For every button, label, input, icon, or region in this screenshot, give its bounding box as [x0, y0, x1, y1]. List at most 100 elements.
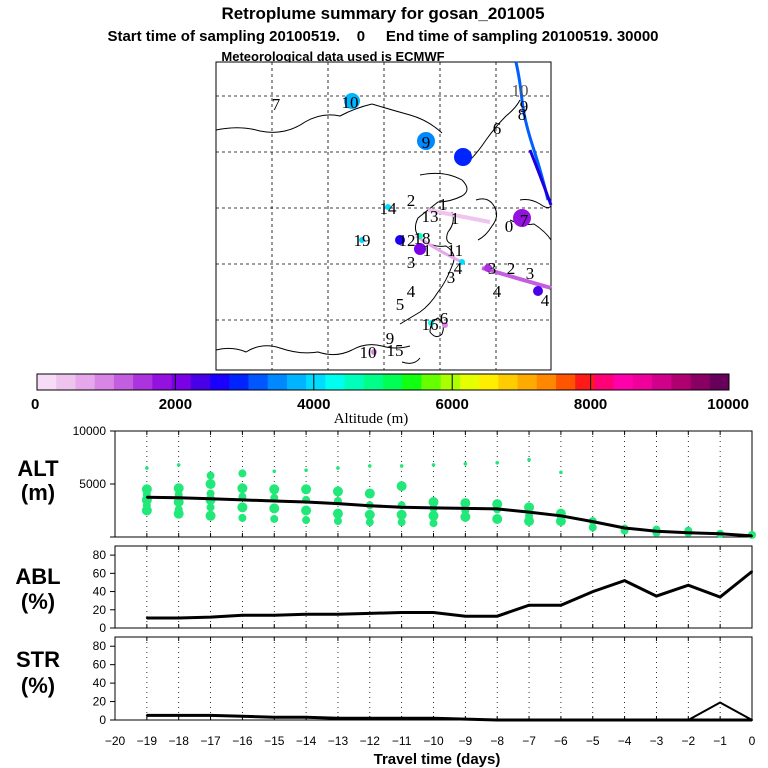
colorbar-cell: [517, 374, 538, 390]
str-series-point: [432, 717, 435, 720]
altitude-spread-point: [460, 498, 471, 509]
alt-series-point: [559, 514, 562, 517]
str-series-point: [591, 719, 594, 721]
altitude-spread-point: [237, 502, 248, 513]
map-day-label: 7: [520, 211, 529, 230]
colorbar-cell: [152, 374, 173, 390]
abl-panel: 0 20 40 60 80: [93, 545, 753, 635]
altitude-spread-point: [399, 464, 404, 468]
abl-series-point: [559, 604, 562, 607]
alt-panel-unit: (m): [21, 480, 55, 505]
str-series-point: [273, 716, 276, 719]
colorbar-tick-label: 2000: [159, 396, 192, 413]
altitude-spread-point: [524, 516, 535, 527]
colorbar-cell: [113, 374, 134, 390]
colorbar-cell: [575, 374, 595, 390]
alt-series-point: [145, 496, 148, 499]
x-tick-label: −10: [423, 734, 444, 748]
str-series-point: [368, 717, 371, 720]
colorbar-cell: [56, 374, 76, 390]
str-series-point: [241, 715, 244, 718]
map-day-label: 14: [380, 199, 398, 218]
colorbar-cell: [479, 374, 499, 390]
x-tick-label: −5: [586, 734, 600, 748]
trajectory-line-darkblue: [528, 149, 553, 206]
x-tick-label: −3: [650, 734, 664, 748]
y-tick-label: 5000: [79, 477, 106, 491]
trajectory-points: [344, 93, 543, 355]
colorbar-cell: [229, 374, 249, 390]
alt-panel-title: ALT: [17, 456, 59, 481]
colorbar-label: Altitude (m): [334, 411, 409, 427]
alt-series-line: [146, 495, 753, 538]
str-series-point: [400, 717, 403, 720]
map-day-label: 1: [439, 195, 448, 214]
alt-series-point: [496, 507, 499, 510]
colorbar-cell: [402, 374, 422, 390]
colorbar-tick-label: 10000: [707, 396, 749, 413]
alt-series-point: [305, 501, 308, 504]
trajectory-line-blue: [514, 61, 550, 201]
y-tick-label: 20: [93, 603, 107, 617]
x-tick-label: −11: [392, 734, 412, 748]
alt-series-point: [368, 504, 371, 507]
y-tick-label: 80: [93, 548, 107, 562]
trajectory-line-violet: [481, 266, 552, 290]
altitude-spread-point: [428, 510, 439, 521]
alt-series-point: [591, 520, 594, 523]
altitude-spread-point: [272, 469, 277, 474]
map-day-label: 3: [407, 253, 416, 272]
x-tick-label: −15: [264, 734, 285, 748]
altitude-spread-point: [524, 502, 535, 513]
str-series-point: [336, 717, 339, 720]
str-series-point: [145, 714, 148, 717]
x-axis-ticks: −20 −19 −18 −17 −16 −15 −14 −13 −12 −11 −10 −9 −8 −7−…: [105, 734, 756, 748]
altitude-spread-point: [206, 503, 215, 512]
map-day-label: 4: [454, 259, 463, 278]
altitude-spread-point: [555, 516, 566, 527]
altitude-spread-point: [492, 513, 503, 524]
colorbar-cell: [325, 374, 346, 390]
map-day-label: 5: [396, 295, 405, 314]
abl-panel-title: ABL: [15, 564, 60, 589]
altitude-colorbar: 0 2000 4000 6000 8000 10000 Altitude (m): [31, 373, 749, 427]
x-tick-label: −4: [618, 734, 632, 748]
colorbar-cell: [37, 374, 57, 390]
altitude-spread-point: [176, 463, 181, 467]
str-series-point: [209, 714, 212, 717]
map-day-label: 10: [342, 93, 359, 112]
alt-series-point: [336, 502, 339, 505]
map-day-label: 2: [407, 191, 416, 210]
abl-series-point: [464, 615, 467, 618]
altitude-spread-point: [588, 523, 597, 532]
abl-series-point: [336, 613, 339, 616]
colorbar-cell: [190, 374, 211, 390]
map-day-label: 16: [422, 315, 439, 334]
map-day-label: 4: [407, 282, 416, 301]
alt-panel: 5000 10000: [73, 424, 756, 539]
colorbar-cell: [75, 374, 96, 390]
altitude-spread-point: [397, 518, 406, 527]
altitude-spread-point: [141, 505, 152, 516]
altitude-spread-point: [237, 483, 248, 494]
x-tick-label: 0: [749, 734, 756, 748]
altitude-spread-point: [364, 488, 375, 499]
map-graticule: [216, 62, 551, 370]
map-day-label: 8: [518, 105, 527, 124]
str-series-point: [559, 719, 562, 721]
sampling-time-line: Start time of sampling 20100519. 0 End t…: [107, 28, 658, 45]
altitude-spread-point: [396, 509, 407, 520]
altitude-spread-point: [205, 479, 216, 489]
altitude-spread-point: [364, 509, 375, 520]
str-series-point: [655, 719, 658, 721]
y-tick-label: 10000: [73, 424, 107, 438]
y-tick-label: 60: [93, 658, 107, 672]
altitude-spread-point: [559, 470, 563, 475]
colorbar-cell: [536, 374, 557, 390]
str-series-point: [719, 719, 722, 721]
map-day-label: 11: [447, 241, 463, 260]
colorbar-cell: [632, 374, 653, 390]
abl-series-point: [432, 611, 435, 614]
